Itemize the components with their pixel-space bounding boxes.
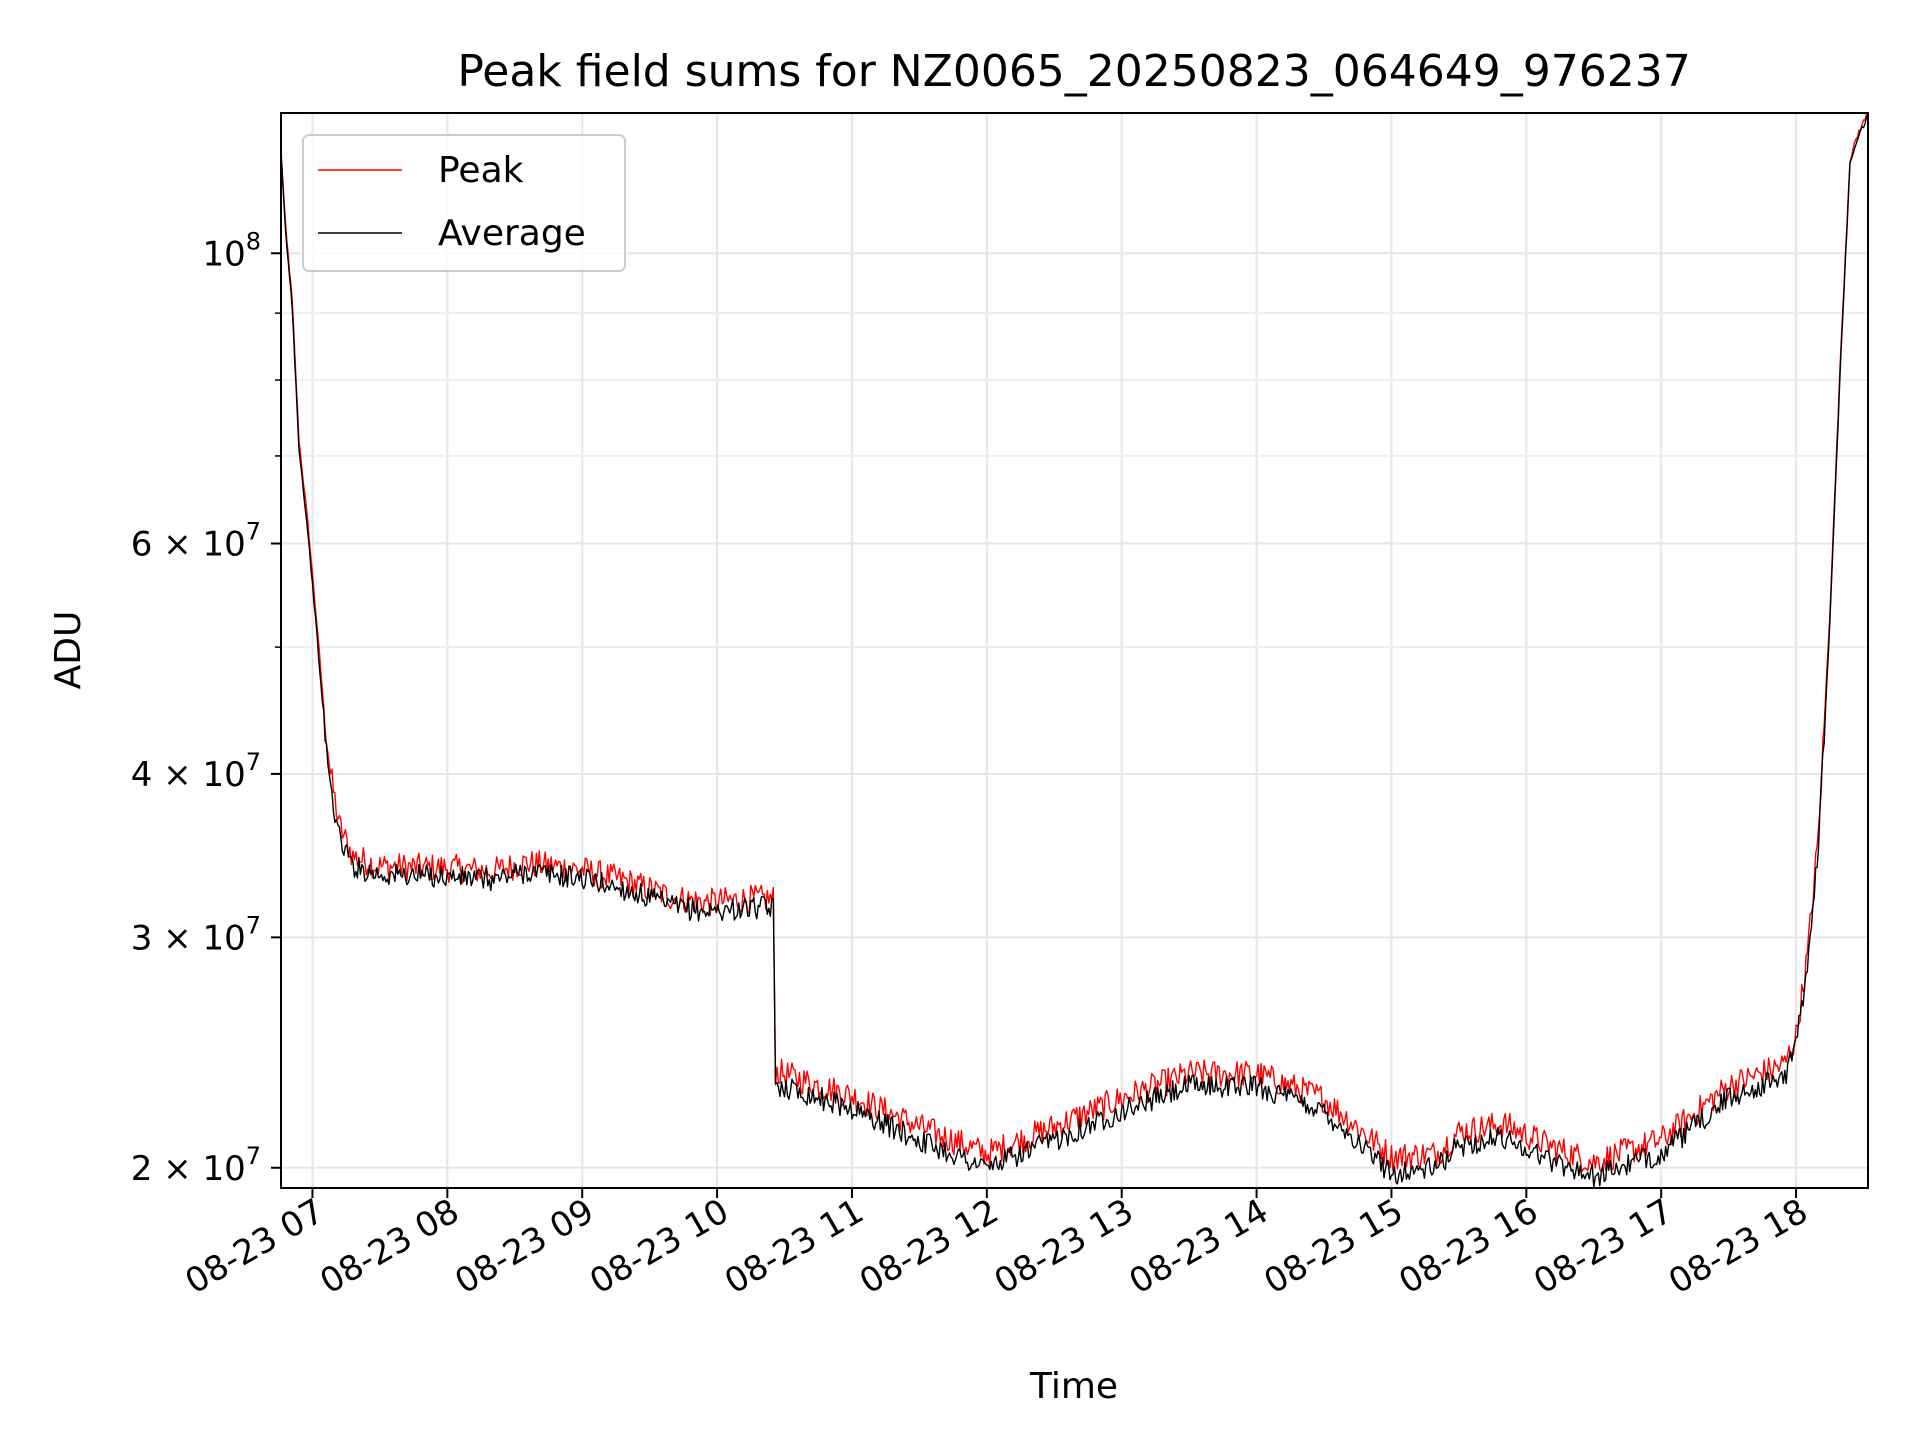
grid-layer bbox=[281, 113, 1868, 1188]
y-tick-label: 2 × 107 bbox=[131, 1142, 261, 1189]
series-layer bbox=[281, 113, 1868, 1188]
plot-frame bbox=[280, 112, 1869, 1189]
y-tick-label: 108 bbox=[202, 227, 261, 274]
legend-label-peak: Peak bbox=[438, 150, 524, 191]
y-tick-label: 6 × 107 bbox=[131, 518, 261, 565]
y-axis-label: ADU bbox=[48, 611, 89, 690]
legend: Peak Average bbox=[302, 134, 626, 272]
x-axis-label: Time bbox=[1029, 1366, 1118, 1407]
y-tick-label: 4 × 107 bbox=[131, 748, 261, 795]
legend-label-average: Average bbox=[438, 213, 586, 254]
chart-title: Peak field sums for NZ0065_20250823_0646… bbox=[457, 46, 1690, 97]
series-line-average bbox=[281, 114, 1868, 1188]
series-line-peak bbox=[281, 113, 1868, 1173]
y-tick-label: 3 × 107 bbox=[131, 911, 261, 958]
y-axis-ticks: 2 × 107 3 × 107 4 × 107 6 × 107 108 bbox=[131, 227, 281, 1189]
legend-box bbox=[302, 134, 626, 272]
